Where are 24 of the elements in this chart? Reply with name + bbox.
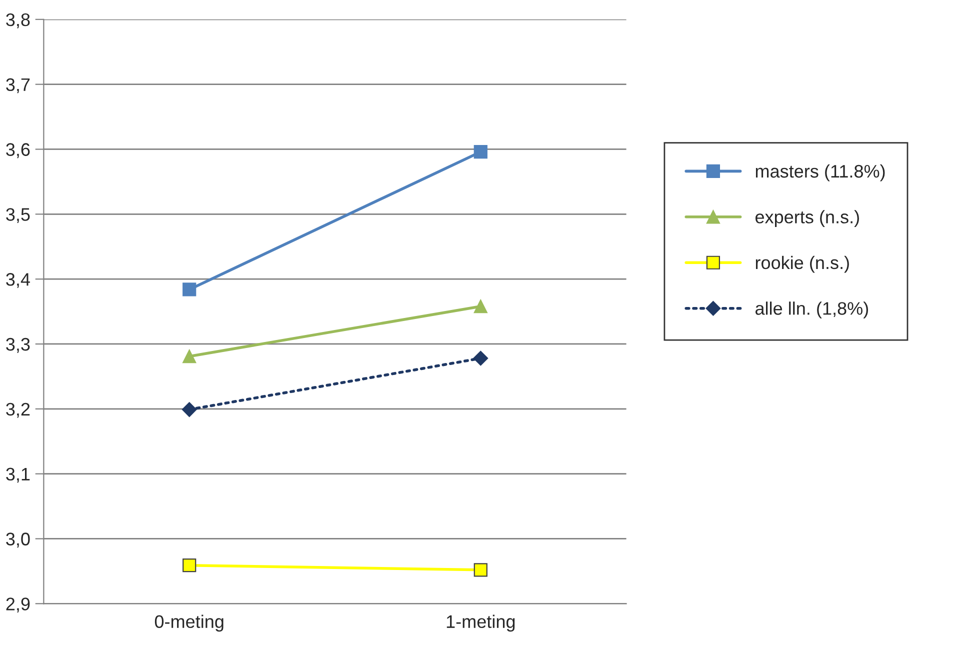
y-tick-label: 3,2	[6, 402, 30, 418]
point	[474, 563, 488, 577]
legend-label: masters (11.8%)	[756, 164, 885, 182]
legend-label: experts (n.s.)	[756, 210, 859, 227]
point	[182, 350, 196, 364]
y-tick-label: 3,7	[6, 78, 30, 94]
legend-label: rookie (n.s.)	[756, 256, 849, 273]
x-tick-label: 1-meting	[446, 614, 515, 632]
y-tick-label: 3,1	[6, 468, 30, 483]
y-tick-label: 3,8	[6, 13, 30, 28]
point	[182, 282, 196, 296]
y-tick-label: 3,4	[6, 273, 30, 288]
point	[474, 145, 488, 159]
y-tick-label: 3,6	[6, 143, 30, 158]
point	[473, 350, 488, 366]
point	[182, 558, 196, 572]
y-tick-label: 3,5	[6, 208, 30, 224]
x-tick-label: 0-meting	[154, 614, 224, 632]
legend-label: alle lln. (1,8%)	[756, 302, 868, 318]
y-tick-label: 3,0	[6, 532, 30, 548]
point	[474, 300, 488, 314]
point	[182, 402, 197, 417]
y-tick-label: 3,3	[6, 338, 30, 353]
y-tick-label: 2,9	[6, 598, 30, 613]
